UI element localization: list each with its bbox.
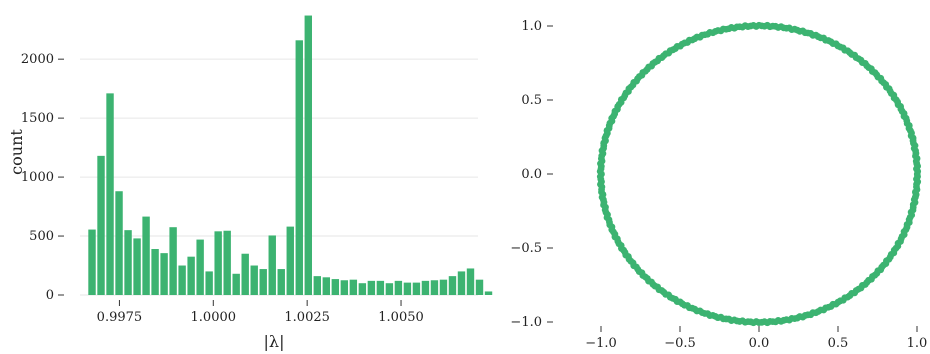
histogram-bar	[106, 93, 113, 295]
histogram-bar	[205, 271, 212, 295]
histogram-y-tick-label: 2000	[21, 52, 54, 67]
histogram-bar	[296, 40, 303, 295]
scatter-x-tick-label: 0.5	[828, 336, 849, 351]
histogram-bar	[124, 230, 131, 295]
histogram-bar	[97, 156, 104, 295]
histogram-bar	[169, 227, 176, 295]
histogram-bar	[115, 191, 122, 295]
histogram-x-tick-label: 1.0025	[284, 310, 330, 325]
histogram-bar	[187, 257, 194, 295]
histogram-bar	[232, 274, 239, 295]
histogram-bar	[485, 291, 492, 295]
histogram-bar	[386, 283, 393, 295]
histogram-y-tick-label: 500	[29, 229, 54, 244]
histogram-bar	[160, 253, 167, 295]
histogram-bar	[214, 231, 221, 295]
histogram-bar	[359, 283, 366, 295]
scatter-x-tick-label: −0.5	[664, 336, 696, 351]
histogram-bar	[269, 235, 276, 295]
scatter-x-tick-label: 1.0	[907, 336, 928, 351]
histogram-bar	[178, 266, 185, 295]
histogram-bar	[440, 280, 447, 295]
histogram-bar	[305, 16, 312, 295]
histogram-bar	[449, 276, 456, 295]
histogram-y-tick-label: 1500	[21, 111, 54, 126]
histogram-bar	[142, 217, 149, 295]
histogram-bar	[196, 240, 203, 295]
histogram-bar	[278, 269, 285, 295]
histogram-bar	[476, 280, 483, 295]
histogram-bar	[422, 281, 429, 295]
histogram-bar	[467, 268, 474, 295]
histogram-bar	[332, 279, 339, 295]
eigenvalue-scatter-panel: −1.0 −0.5 0.0 0.5 1.0 −1.0 −0.5 0.0 0.5 1.0	[510, 19, 927, 351]
histogram-bar	[314, 276, 321, 295]
scatter-y-tick-label: −0.5	[510, 241, 542, 256]
histogram-bar	[458, 271, 465, 295]
histogram-bar	[287, 227, 294, 295]
histogram-bar	[368, 281, 375, 295]
histogram-x-axis-label: |λ|	[264, 332, 285, 351]
scatter-y-tick-label: 0.5	[521, 93, 542, 108]
histogram-x-tick-label: 0.9975	[97, 310, 143, 325]
scatter-y-tick-label: 0.0	[521, 167, 542, 182]
histogram-x-tick-label: 1.0000	[191, 310, 237, 325]
histogram-bar	[341, 280, 348, 295]
histogram-bar	[223, 231, 230, 295]
scatter-x-tick-label: −1.0	[585, 336, 617, 351]
histogram-bar	[350, 280, 357, 295]
histogram-y-tick-label: 0	[46, 288, 54, 303]
eigenvalue-point	[914, 173, 921, 180]
histogram-bar	[413, 283, 420, 295]
histogram-x-tick-label: 1.0050	[378, 310, 424, 325]
histogram-bar	[242, 254, 249, 295]
histogram-bar	[151, 249, 158, 295]
histogram-bar	[260, 269, 267, 295]
histogram-y-axis-label: count	[7, 129, 26, 175]
histogram-bar	[133, 238, 140, 295]
scatter-y-tick-label: −1.0	[510, 315, 542, 330]
histogram-bar	[377, 281, 384, 295]
histogram-bar	[395, 281, 402, 295]
histogram-bar	[88, 230, 95, 295]
histogram-bar	[323, 277, 330, 295]
histogram-bar	[404, 283, 411, 295]
histogram-bar	[431, 280, 438, 295]
histogram-bar	[251, 266, 258, 295]
scatter-y-tick-label: 1.0	[521, 19, 542, 34]
scatter-x-tick-label: 0.0	[749, 336, 770, 351]
